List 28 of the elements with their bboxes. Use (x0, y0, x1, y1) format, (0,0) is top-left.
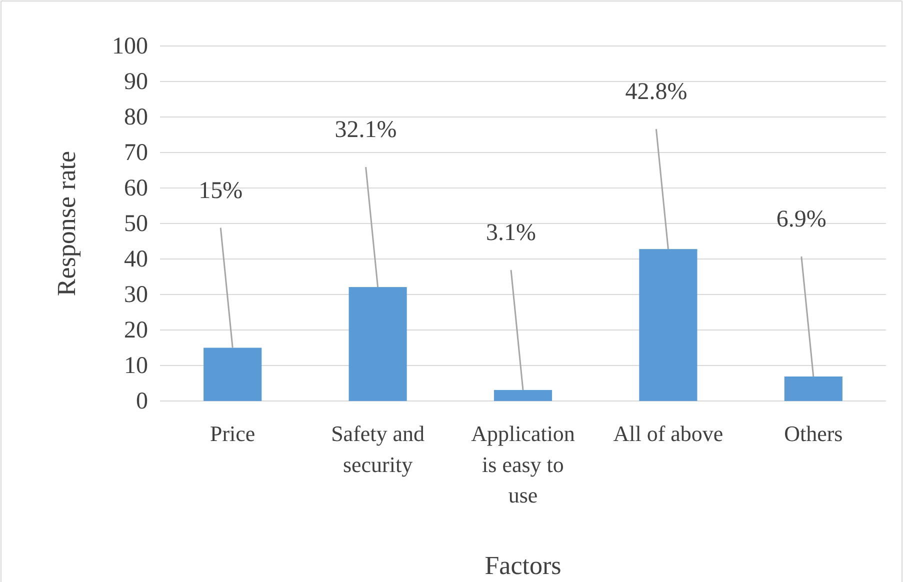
bar (204, 348, 262, 401)
y-tick-label: 100 (112, 34, 148, 60)
y-axis-title: Response rate (52, 150, 81, 296)
x-tick-label: Price (210, 421, 256, 446)
data-label: 6.9% (776, 206, 826, 233)
data-label: 15% (198, 178, 243, 204)
y-tick-label: 60 (124, 176, 148, 202)
data-label: 42.8% (625, 79, 688, 106)
data-label: 32.1% (334, 117, 397, 144)
x-tick-label: Application is easy to use (471, 421, 575, 508)
bar (784, 376, 842, 401)
bar (494, 390, 552, 401)
x-axis-title: Factors (484, 551, 562, 580)
y-tick-label: 30 (124, 282, 148, 308)
y-tick-label: 90 (124, 69, 148, 96)
y-tick-label: 80 (124, 104, 148, 131)
y-tick-label: 70 (124, 140, 148, 166)
y-tick-label: 40 (124, 246, 148, 273)
x-tick-label: Safety and security (331, 421, 425, 477)
y-tick-label: 0 (136, 388, 148, 415)
y-tick-label: 50 (124, 211, 148, 238)
y-tick-label: 10 (124, 353, 148, 380)
x-tick-label: All of above (613, 421, 724, 446)
bar (348, 287, 407, 401)
bar (639, 249, 698, 401)
data-label: 3.1% (486, 220, 536, 246)
x-tick-label: Others (784, 421, 843, 446)
y-tick-label: 20 (124, 318, 148, 344)
